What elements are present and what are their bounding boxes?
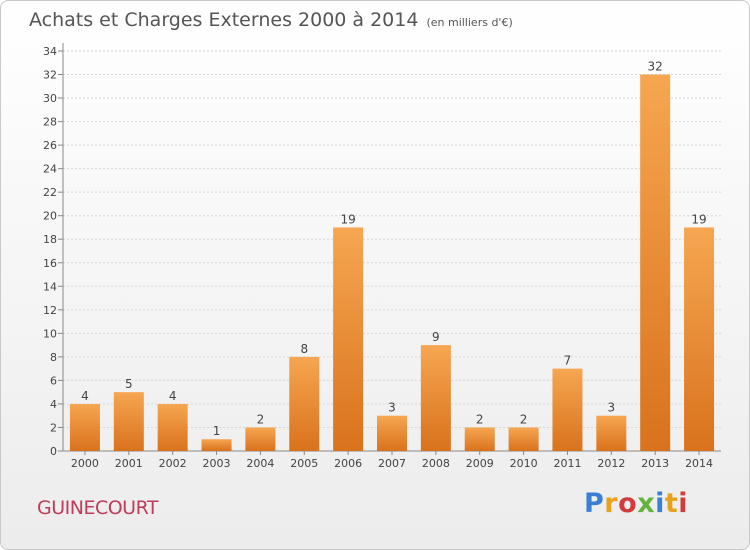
- x-tick-label: 2008: [422, 457, 450, 470]
- data-label: 19: [340, 212, 355, 226]
- x-tick-label: 2010: [510, 457, 538, 470]
- bar: [289, 356, 320, 451]
- brand-letter: P: [584, 488, 605, 519]
- y-tick-label: 12: [43, 304, 57, 317]
- data-label: 9: [432, 330, 440, 344]
- y-tick-label: 14: [43, 280, 57, 293]
- y-tick-label: 26: [43, 139, 57, 152]
- data-label: 2: [520, 412, 528, 426]
- y-tick-label: 20: [43, 210, 57, 223]
- brand-logo: Proxiti: [584, 488, 688, 519]
- y-tick-label: 34: [43, 45, 57, 58]
- chart-title: Achats et Charges Externes 2000 à 2014 (e…: [29, 9, 513, 31]
- x-tick-label: 2011: [553, 457, 581, 470]
- data-label: 4: [169, 389, 177, 403]
- y-tick-label: 30: [43, 92, 57, 105]
- data-label: 3: [388, 401, 396, 415]
- x-tick-label: 2014: [685, 457, 713, 470]
- bar: [157, 403, 188, 451]
- x-tick-label: 2000: [71, 457, 99, 470]
- bar: [201, 439, 232, 451]
- bar: [245, 427, 276, 451]
- bar: [552, 368, 583, 451]
- y-tick-label: 22: [43, 186, 57, 199]
- x-tick-label: 2004: [246, 457, 274, 470]
- brand-letter: x: [637, 488, 656, 519]
- data-label: 19: [691, 212, 706, 226]
- bar: [333, 227, 364, 451]
- bar: [596, 415, 627, 451]
- bar: [377, 415, 407, 451]
- x-tick-label: 2009: [466, 457, 494, 470]
- data-label: 3: [608, 401, 616, 415]
- bars: [69, 74, 715, 451]
- data-label: 4: [81, 389, 89, 403]
- y-tick-label: 0: [50, 445, 57, 458]
- brand-letter: o: [618, 488, 638, 519]
- brand-letter: i: [655, 488, 665, 519]
- data-label: 7: [564, 354, 572, 368]
- y-tick-label: 18: [43, 233, 57, 246]
- data-label: 8: [300, 342, 308, 356]
- x-tick-label: 2002: [159, 457, 187, 470]
- location-name: GUINECOURT: [37, 497, 159, 519]
- y-tick-label: 6: [50, 374, 57, 387]
- x-tick-label: 2006: [334, 457, 362, 470]
- data-label: 5: [125, 377, 133, 391]
- bar: [420, 345, 451, 451]
- bar: [640, 74, 671, 451]
- data-label: 2: [476, 412, 484, 426]
- brand-letter: i: [678, 488, 689, 519]
- x-tick-label: 2001: [115, 457, 143, 470]
- bar: [684, 227, 715, 451]
- x-tick-label: 2013: [641, 457, 669, 470]
- y-tick-label: 24: [43, 163, 57, 176]
- x-tick-label: 2007: [378, 457, 406, 470]
- bar: [508, 427, 539, 451]
- axes: [58, 43, 721, 455]
- x-tick-label: 2012: [597, 457, 625, 470]
- y-tick-label: 32: [43, 69, 57, 82]
- labels: 0246810121416182022242628303234200042001…: [43, 45, 713, 470]
- chart-title-main: Achats et Charges Externes 2000 à 2014: [29, 9, 419, 31]
- brand-letter: t: [664, 488, 679, 519]
- data-label: 1: [213, 424, 221, 438]
- grid-lines: [63, 50, 721, 428]
- chart-title-unit: (en milliers d'€): [426, 16, 513, 29]
- y-tick-label: 4: [50, 398, 57, 411]
- y-tick-label: 8: [50, 351, 57, 364]
- brand-letter: r: [604, 488, 619, 519]
- y-tick-label: 28: [43, 116, 57, 129]
- bar: [464, 427, 495, 451]
- data-label: 32: [648, 60, 663, 74]
- y-tick-label: 16: [43, 257, 57, 270]
- data-label: 2: [257, 412, 265, 426]
- x-tick-label: 2005: [290, 457, 318, 470]
- y-tick-label: 2: [50, 421, 57, 434]
- bar: [69, 403, 100, 451]
- y-tick-label: 10: [43, 327, 57, 340]
- x-tick-label: 2003: [203, 457, 231, 470]
- bar: [113, 392, 144, 451]
